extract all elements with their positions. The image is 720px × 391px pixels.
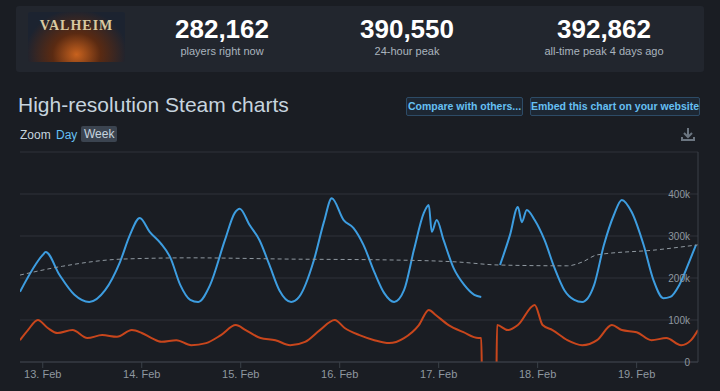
html-text:390,550: 390,550 (360, 14, 454, 44)
svg-text:300k: 300k (668, 231, 691, 242)
html-text:392,862: 392,862 (557, 14, 651, 44)
svg-text:16. Feb: 16. Feb (321, 368, 358, 380)
svg-text:19. Feb: 19. Feb (618, 368, 655, 380)
svg-text:0: 0 (684, 357, 690, 368)
svg-text:14. Feb: 14. Feb (123, 368, 160, 380)
html-text:Zoom: Zoom (20, 128, 51, 142)
svg-text:100k: 100k (668, 315, 691, 326)
html-text:24-hour peak: 24-hour peak (374, 45, 440, 57)
html-text:Day: Day (56, 128, 78, 142)
html-text:Embed this chart on your websi: Embed this chart on your website (531, 100, 699, 112)
html-text:Week: Week (84, 127, 115, 141)
svg-text:17. Feb: 17. Feb (420, 368, 457, 380)
svg-text:18. Feb: 18. Feb (519, 368, 556, 380)
html-text:players right now: players right now (180, 45, 264, 57)
svg-text:13. Feb: 13. Feb (24, 368, 61, 380)
svg-text:15. Feb: 15. Feb (222, 368, 259, 380)
html-text:Compare with others...: Compare with others... (407, 100, 522, 112)
svg-text:400k: 400k (668, 189, 691, 200)
html-text:High-resolution Steam charts: High-resolution Steam charts (18, 93, 289, 116)
html-text:282,162: 282,162 (175, 14, 269, 44)
html-text:VALHEIM: VALHEIM (39, 18, 114, 33)
svg-text:200k: 200k (668, 273, 691, 284)
html-text:all-time peak 4 days ago: all-time peak 4 days ago (544, 45, 664, 57)
